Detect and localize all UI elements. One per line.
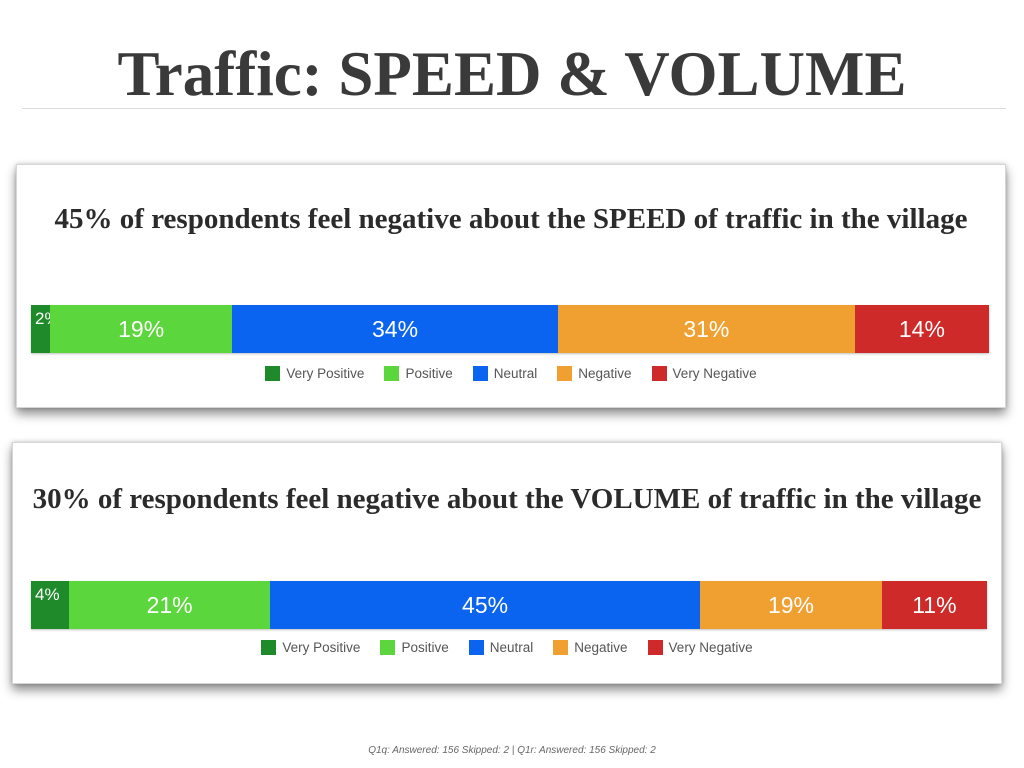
speed-legend: Very Positive Positive Neutral Negative Very… [17,366,1005,381]
legend-swatch [380,640,396,655]
legend-label: Negative [578,366,632,381]
legend-swatch [651,366,667,381]
volume-bar-segment-very-negative: 11% [881,581,987,629]
legend-swatch [557,366,573,381]
speed-legend-item-very-positive: Very Positive [265,366,364,381]
volume-legend-item-negative: Negative [553,640,628,655]
volume-legend-item-very-positive: Very Positive [261,640,360,655]
volume-legend: Very Positive Positive Neutral Negative Very… [13,640,1001,655]
legend-swatch [384,366,400,381]
speed-bar-segment-positive: 19% [50,305,233,353]
legend-label: Negative [574,640,628,655]
volume-bar-label-very-positive: 4% [35,585,60,604]
legend-swatch [472,366,488,381]
legend-label: Very Negative [668,640,753,655]
volume-legend-item-very-negative: Very Negative [647,640,753,655]
legend-label: Neutral [489,640,534,655]
speed-bar-segment-very-positive: 2% [31,305,60,353]
speed-chart-panel: 45% of respondents feel negative about t… [16,164,1006,408]
legend-swatch [553,640,569,655]
volume-bar-segment-negative: 19% [700,581,882,629]
legend-swatch [647,640,663,655]
legend-label: Very Negative [672,366,757,381]
speed-headline-text: of respondents feel negative about the S… [119,203,968,235]
speed-legend-item-negative: Negative [557,366,632,381]
legend-label: Positive [405,366,453,381]
legend-swatch [468,640,484,655]
volume-chart-panel: 30% of respondents feel negative about t… [12,442,1002,684]
volume-bar-label-negative: 19% [767,591,814,618]
speed-legend-item-positive: Positive [384,366,453,381]
volume-stacked-bar: 4% 21% 45% 19% 11% [31,581,987,629]
volume-bar-segment-very-positive: 4% [31,581,70,629]
slide-title: Traffic: SPEED & VOLUME [117,39,907,109]
volume-bar-label-very-negative: 11% [912,591,957,618]
volume-bar-label-positive: 21% [146,591,193,618]
speed-bar-label-neutral: 34% [372,315,419,342]
volume-bar-label-neutral: 45% [462,591,509,618]
volume-legend-item-neutral: Neutral [468,640,534,655]
speed-headline: 45% of respondents feel negative about t… [17,199,1005,240]
legend-label: Very Positive [282,640,361,655]
speed-bar-segment-negative: 31% [557,305,855,353]
legend-swatch [265,366,281,381]
speed-legend-item-very-negative: Very Negative [651,366,757,381]
speed-stacked-bar: 2% 19% 34% 31% 14% [31,305,989,353]
speed-legend-item-neutral: Neutral [472,366,538,381]
speed-headline-percent: 45% [54,203,113,235]
speed-bar-label-positive: 19% [118,315,165,342]
volume-legend-item-positive: Positive [380,640,449,655]
volume-headline-text: of respondents feel negative about the V… [97,483,982,515]
legend-label: Positive [401,640,449,655]
speed-bar-label-negative: 31% [683,315,730,342]
legend-label: Neutral [493,366,538,381]
speed-bar-segment-neutral: 34% [232,305,558,353]
volume-bar-segment-neutral: 45% [269,581,701,629]
volume-bar-segment-positive: 21% [69,581,270,629]
legend-swatch [261,640,277,655]
legend-label: Very Positive [286,366,365,381]
speed-bar-segment-very-negative: 14% [854,305,989,353]
response-footnote: Q1q: Answered: 156 Skipped: 2 | Q1r: Ans… [368,745,656,756]
title-divider [22,108,1006,109]
volume-headline: 30% of respondents feel negative about t… [13,479,1001,520]
volume-headline-percent: 30% [32,483,91,515]
speed-bar-label-very-negative: 14% [898,315,945,342]
